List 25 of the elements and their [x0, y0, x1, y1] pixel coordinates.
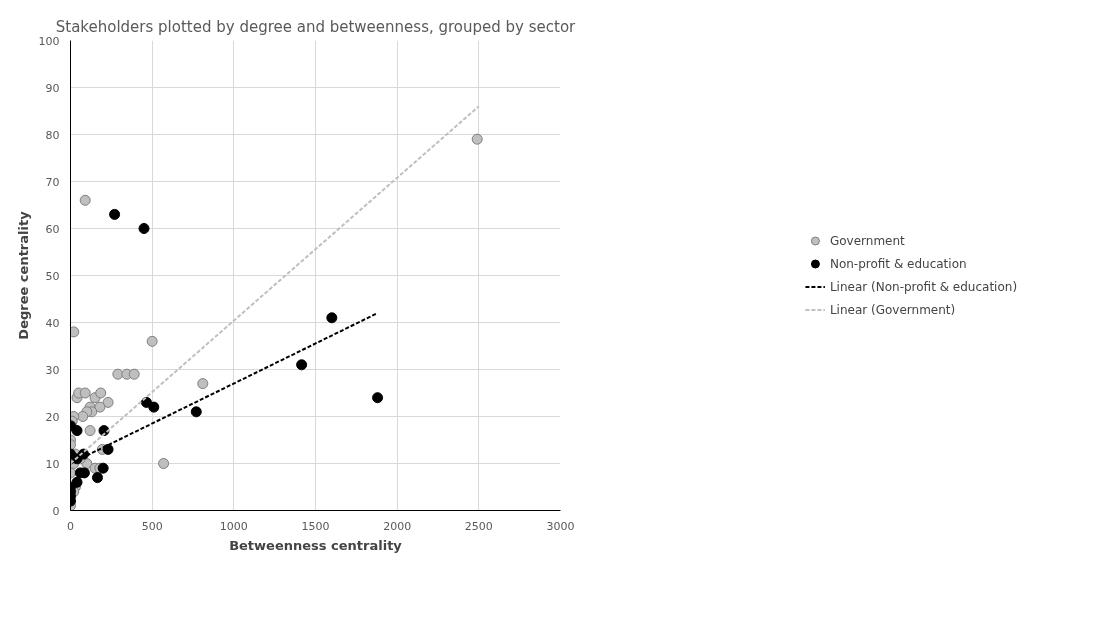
x-tick-label: 2500 [464, 519, 493, 533]
y-tick-label: 90 [45, 81, 60, 95]
y-tick-label: 50 [45, 269, 60, 283]
y-tick-label: 0 [52, 504, 60, 518]
y-tick-label: 10 [45, 457, 60, 471]
y-tick-label: 40 [45, 316, 60, 330]
legend-label: Linear (Non-profit & education) [829, 279, 1018, 294]
legend-label: Non-profit & education [829, 256, 967, 271]
y-tick-label: 60 [45, 222, 60, 236]
x-tick-label: 1000 [219, 519, 248, 533]
y-tick-label: 20 [45, 410, 60, 424]
chart-title: Stakeholders plotted by degree and betweenness, grouped by sector [55, 17, 577, 36]
x-tick-label: 0 [67, 519, 74, 533]
y-tick-label: 70 [45, 175, 60, 189]
y-axis-title: Degree centrality [15, 210, 31, 340]
x-tick-label: 2000 [383, 519, 412, 533]
x-axis-title: Betweenness centrality [229, 537, 403, 553]
x-tick-label: 1500 [301, 519, 330, 533]
y-tick-label: 100 [38, 34, 60, 48]
legend-label: Linear (Government) [829, 302, 956, 317]
x-tick-label: 500 [141, 519, 163, 533]
x-tick-label: 3000 [546, 519, 575, 533]
y-tick-label: 80 [45, 128, 60, 142]
legend-label: Government [829, 233, 905, 248]
y-tick-label: 30 [45, 363, 60, 377]
